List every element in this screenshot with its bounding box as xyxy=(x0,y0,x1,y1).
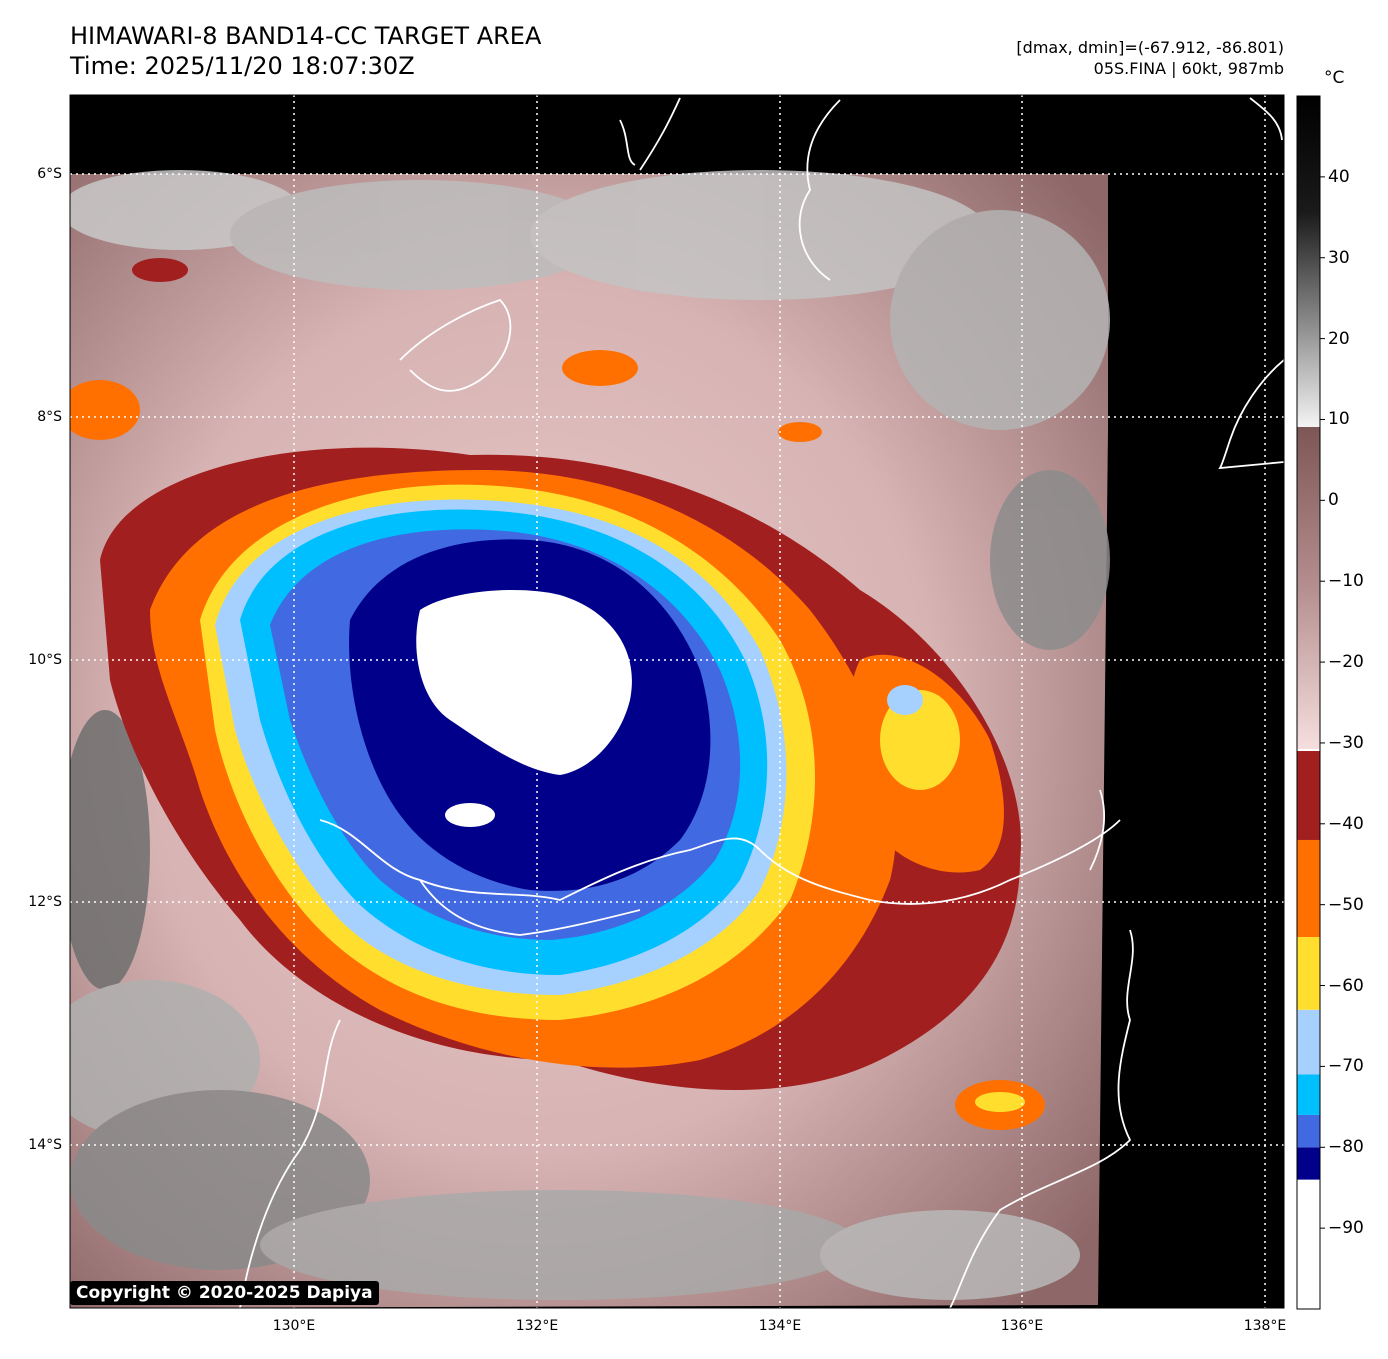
map-frame xyxy=(69,94,1285,1309)
coastlines xyxy=(239,97,1284,1308)
colorbar-unit: °C xyxy=(1324,68,1345,88)
longitude-label: 136°E xyxy=(1000,1318,1044,1334)
longitude-label: 134°E xyxy=(758,1318,802,1334)
latitude-label: 12°S xyxy=(28,894,62,910)
colorbar-segment xyxy=(1297,1114,1320,1148)
colorbar-tick-label: −60 xyxy=(1328,975,1364,996)
latitude-label: 8°S xyxy=(37,409,62,425)
longitude-label: 132°E xyxy=(515,1318,559,1334)
colorbar-tick-label: 20 xyxy=(1328,328,1350,349)
colorbar-tick-label: 0 xyxy=(1328,490,1339,511)
colorbar-gray-segment xyxy=(1297,96,1320,427)
colorbar-segment xyxy=(1297,1074,1320,1115)
colorbar-segment xyxy=(1297,751,1320,840)
colorbar-segment xyxy=(1297,1179,1320,1309)
copyright-badge: Copyright © 2020-2025 Dapiya xyxy=(70,1281,379,1305)
data-range-text: [dmax, dmin]=(-67.912, -86.801) xyxy=(1016,38,1284,57)
colorbar-tick-label: −40 xyxy=(1328,813,1364,834)
colorbar-segment xyxy=(1297,937,1320,1010)
longitude-label: 130°E xyxy=(272,1318,316,1334)
latitude-label: 10°S xyxy=(28,652,62,668)
colorbar xyxy=(1297,96,1325,1309)
colorbar-tick-label: 10 xyxy=(1328,409,1350,430)
colorbar-segment xyxy=(1297,1147,1320,1180)
longitude-label: 138°E xyxy=(1243,1318,1287,1334)
title-line-1: HIMAWARI-8 BAND14-CC TARGET AREA xyxy=(70,22,542,50)
colorbar-brown-segment xyxy=(1297,427,1320,749)
colorbar-segment xyxy=(1297,1009,1320,1075)
colorbar-tick-label: 40 xyxy=(1328,166,1350,187)
colorbar-tick-label: −10 xyxy=(1328,571,1364,592)
colorbar-segment xyxy=(1297,839,1320,938)
gridlines xyxy=(70,95,1284,1308)
colorbar-tick-label: −70 xyxy=(1328,1056,1364,1077)
storm-info-text: 05S.FINA | 60kt, 987mb xyxy=(1093,59,1284,78)
colorbar-tick-label: −50 xyxy=(1328,894,1364,915)
colorbar-tick-label: −80 xyxy=(1328,1137,1364,1158)
warm-cloud-patches xyxy=(70,170,1110,1300)
colorbar-frame xyxy=(1296,95,1321,1310)
colorbar-tick-label: −20 xyxy=(1328,652,1364,673)
latitude-label: 6°S xyxy=(37,166,62,182)
colorbar-tick-label: −30 xyxy=(1328,732,1364,753)
latitude-label: 14°S xyxy=(28,1137,62,1153)
cyclone-cloud-shield xyxy=(70,258,1045,1130)
colorbar-tick-label: −90 xyxy=(1328,1218,1364,1239)
colorbar-tick-label: 30 xyxy=(1328,247,1350,268)
title-line-2: Time: 2025/11/20 18:07:30Z xyxy=(70,52,415,80)
